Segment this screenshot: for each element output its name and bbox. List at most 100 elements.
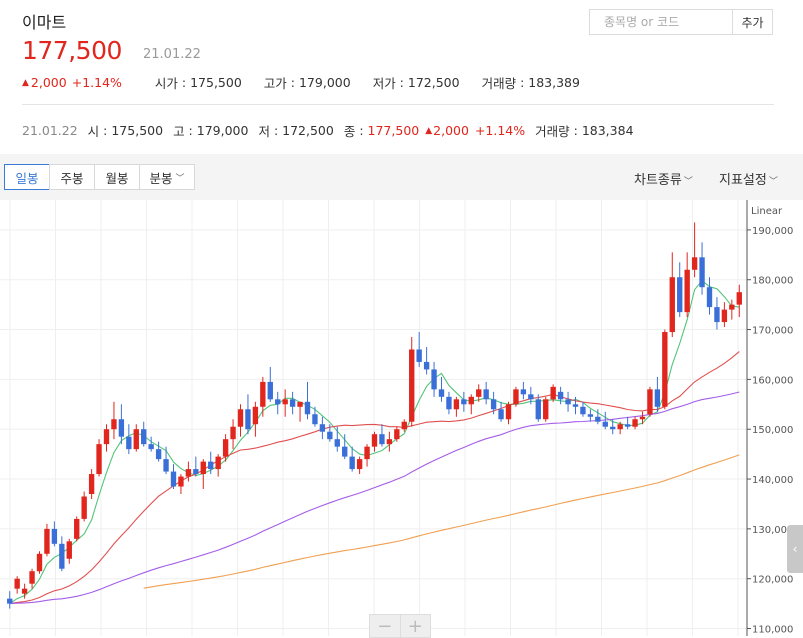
indicator-label: 지표설정 (719, 173, 767, 188)
candle (669, 252, 675, 338)
y-tick-label: 110,000 (752, 625, 793, 636)
candle (610, 419, 616, 435)
indicator-menu[interactable]: 지표설정 ﹀ (719, 169, 778, 188)
candle-body (557, 391, 564, 400)
candle (96, 439, 102, 477)
candle-body (304, 401, 311, 415)
candle-body (371, 434, 378, 447)
daily-high: 179,000 (196, 123, 249, 138)
candle-body (565, 399, 571, 405)
candle (550, 384, 556, 402)
candle (222, 434, 229, 462)
change-value: 2,000 (30, 75, 67, 90)
stock-search: 추가 (589, 9, 773, 35)
candle (319, 416, 326, 440)
stock-name: 이마트 (22, 13, 67, 32)
candle-body (66, 541, 72, 559)
daily-date: 21.01.22 (22, 123, 78, 138)
side-panel-toggle[interactable]: ‹ (787, 525, 803, 573)
candle (245, 394, 251, 435)
moving-average-line-20 (9, 351, 740, 605)
candle (200, 459, 206, 490)
candle-body (215, 456, 221, 470)
candle-body (245, 409, 251, 430)
search-input[interactable] (590, 10, 732, 34)
candle (163, 446, 169, 475)
candle-body (111, 419, 117, 430)
colon: : (177, 75, 191, 90)
candle (468, 394, 474, 415)
tab-minute[interactable]: 분봉 ﹀ (139, 164, 195, 190)
high-value: 179,000 (298, 75, 351, 90)
candle-body (185, 469, 192, 477)
high-label: 고가 (263, 76, 287, 91)
candle (342, 434, 348, 460)
candle (624, 416, 631, 430)
candle (51, 521, 58, 547)
daily-summary: 21.01.22 시 : 175,500 고 : 179,000 저 : 172… (22, 121, 634, 140)
colon: : (355, 123, 368, 138)
low-label: 저가 (372, 76, 396, 91)
candle-body (14, 578, 20, 589)
open-value: 175,500 (190, 75, 242, 90)
candle-body (409, 349, 415, 422)
candle-body (431, 369, 437, 390)
daily-up-icon: ▲ (425, 125, 433, 136)
candle-body (587, 414, 594, 417)
candle (230, 419, 236, 450)
candle-body (74, 518, 80, 539)
candle (193, 456, 199, 477)
candle-body (610, 426, 616, 430)
tab-daily[interactable]: 일봉 (4, 164, 50, 190)
candle-body (237, 409, 244, 427)
candle (260, 376, 266, 417)
candle (327, 424, 333, 442)
candle-body (222, 439, 229, 457)
candle (654, 376, 661, 412)
candle-body (505, 404, 512, 420)
candle-body (632, 419, 638, 427)
moving-average-line-120 (143, 454, 740, 589)
candle-body (155, 449, 162, 460)
candle (141, 421, 147, 447)
candle (706, 277, 713, 315)
chevron-down-icon: ﹀ (175, 173, 185, 184)
candle (714, 297, 720, 330)
candle-body (714, 307, 720, 323)
daily-close-label: 종 (343, 124, 356, 139)
candle (334, 426, 340, 452)
candle (379, 424, 385, 447)
candle (215, 454, 221, 477)
candle (557, 386, 564, 405)
candle (461, 391, 467, 412)
candle-body (423, 361, 430, 370)
candle (14, 576, 20, 594)
tab-monthly[interactable]: 월봉 (94, 164, 140, 190)
candle (535, 394, 541, 422)
candle-body (580, 406, 586, 415)
candle-body (334, 439, 340, 447)
chart-type-menu[interactable]: 차트종류 ﹀ (634, 169, 693, 188)
candle (66, 538, 72, 564)
daily-open-label: 시 (87, 124, 100, 139)
candle (178, 474, 184, 494)
candle-body (461, 399, 467, 405)
candlestick-chart[interactable]: Linear 110,000 120,000 130,000 140,000 150,0… (0, 200, 803, 636)
candle (155, 441, 162, 462)
candle (289, 391, 296, 415)
zoom-out-button[interactable]: − (377, 615, 393, 637)
colon: : (99, 123, 112, 138)
candle (446, 391, 452, 415)
candle-body (498, 409, 504, 420)
candle-body (29, 571, 35, 584)
volume-value: 183,389 (528, 75, 580, 90)
candle-body (401, 421, 407, 430)
candle-body (446, 396, 452, 410)
candle-body (51, 528, 58, 544)
add-button[interactable]: 추가 (732, 10, 772, 34)
candle (647, 386, 653, 417)
tab-weekly[interactable]: 주봉 (49, 164, 95, 190)
candle (252, 401, 259, 437)
zoom-in-button[interactable]: + (399, 615, 431, 637)
daily-low-label: 저 (258, 124, 270, 139)
